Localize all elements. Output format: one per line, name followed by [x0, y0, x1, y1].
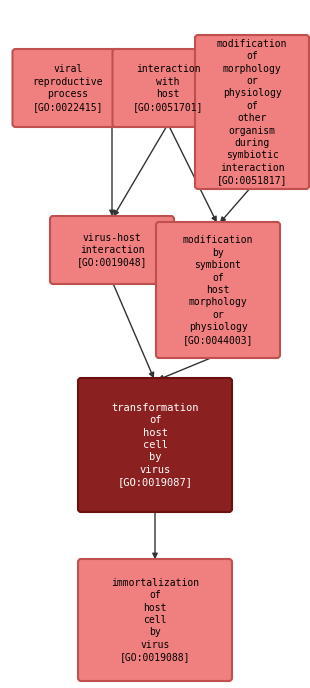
Text: virus-host
interaction
[GO:0019048]: virus-host interaction [GO:0019048] — [77, 233, 147, 268]
Text: immortalization
of
host
cell
by
virus
[GO:0019088]: immortalization of host cell by virus [G… — [111, 578, 199, 662]
FancyBboxPatch shape — [12, 49, 123, 127]
FancyBboxPatch shape — [78, 378, 232, 512]
FancyBboxPatch shape — [113, 49, 224, 127]
Text: modification
of
morphology
or
physiology
of
other
organism
during
symbiotic
inte: modification of morphology or physiology… — [217, 39, 287, 185]
FancyBboxPatch shape — [156, 222, 280, 358]
FancyBboxPatch shape — [78, 559, 232, 681]
Text: interaction
with
host
[GO:0051701]: interaction with host [GO:0051701] — [133, 65, 203, 111]
FancyBboxPatch shape — [50, 216, 174, 284]
FancyBboxPatch shape — [195, 35, 309, 189]
Text: modification
by
symbiont
of
host
morphology
or
physiology
[GO:0044003]: modification by symbiont of host morphol… — [183, 235, 253, 345]
Text: viral
reproductive
process
[GO:0022415]: viral reproductive process [GO:0022415] — [33, 65, 103, 111]
Text: transformation
of
host
cell
by
virus
[GO:0019087]: transformation of host cell by virus [GO… — [111, 402, 199, 487]
